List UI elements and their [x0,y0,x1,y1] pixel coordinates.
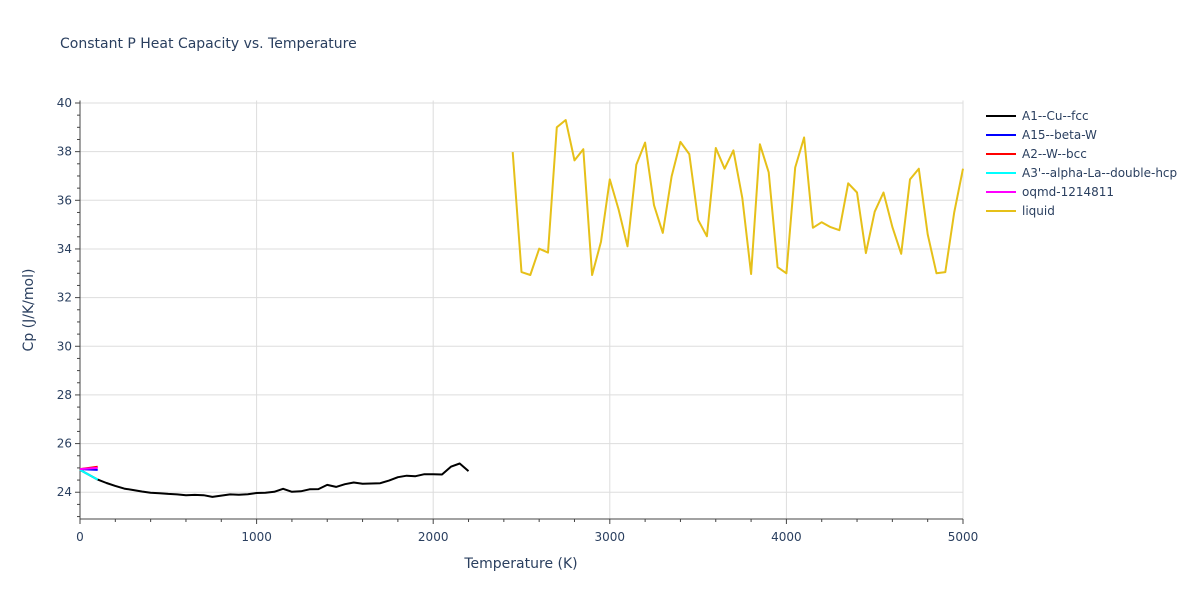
legend-swatch [986,114,1016,117]
legend-item[interactable]: liquid [986,201,1177,220]
y-tick-label: 26 [57,437,72,451]
y-tick-label: 34 [57,242,72,256]
x-tick-label: 1000 [241,530,272,544]
legend-swatch [986,133,1016,136]
x-tick-label: 3000 [595,530,626,544]
legend-label: oqmd-1214811 [1022,184,1115,199]
legend-label: A3'--alpha-La--double-hcp [1022,165,1178,180]
legend-label: A2--W--bcc [1022,146,1087,161]
x-tick-label: 5000 [948,530,979,544]
y-tick-label: 28 [57,388,72,402]
y-tick-label: 40 [57,96,72,110]
y-tick-label: 24 [57,485,72,499]
y-tick-label: 30 [57,339,72,353]
chart-title: Constant P Heat Capacity vs. Temperature [60,36,357,52]
y-tick-label: 38 [57,145,72,159]
legend-swatch [986,209,1016,212]
legend-label: liquid [1022,203,1055,218]
legend-label: A15--beta-W [1022,127,1097,142]
axes: 24 26 28 30 32 34 36 38 40 0 1000 2000 3000 4000 5000 [57,96,979,544]
legend-item[interactable]: oqmd-1214811 [986,182,1177,201]
legend-label: A1--Cu--fcc [1022,108,1089,123]
trace-a1-cu-fcc[interactable] [79,462,470,498]
x-tick-label: 2000 [418,530,449,544]
y-axis-title: Cp (J/K/mol) [21,269,37,352]
legend-item[interactable]: A2--W--bcc [986,144,1177,163]
y-tick-label: 32 [57,291,72,305]
legend-item[interactable]: A15--beta-W [986,125,1177,144]
legend-swatch [986,190,1016,193]
trace-oqmd-1214811[interactable] [79,466,98,471]
legend-swatch [986,171,1016,174]
trace-liquid[interactable] [511,119,964,276]
trace-a3-alpha-la-double-hcp[interactable] [79,469,99,481]
legend-swatch [986,152,1016,155]
gridlines [80,100,964,519]
x-tick-label: 4000 [771,530,802,544]
legend: A1--Cu--fcc A15--beta-W A2--W--bcc A3'--alp… [986,106,1177,220]
legend-item[interactable]: A1--Cu--fcc [986,106,1177,125]
legend-item[interactable]: A3'--alpha-La--double-hcp [986,163,1177,182]
x-tick-label: 0 [76,530,84,544]
x-axis-title: Temperature (K) [463,556,577,572]
y-tick-label: 36 [57,193,72,207]
data-traces [79,119,964,498]
